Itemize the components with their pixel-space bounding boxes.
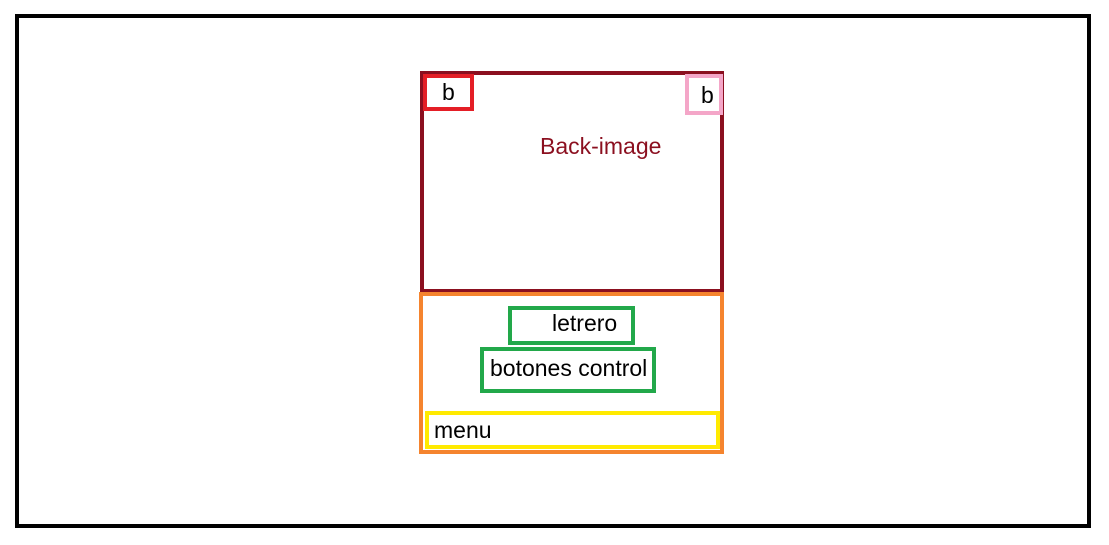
back-image-box xyxy=(420,71,724,293)
right-button-box xyxy=(685,74,723,115)
back-image-label: Back-image xyxy=(540,133,662,159)
botones-control-label: botones control xyxy=(490,355,648,381)
menu-box xyxy=(425,411,720,449)
botones-control-box xyxy=(480,347,656,393)
letrero-label: letrero xyxy=(552,310,618,336)
bottom-panel-box xyxy=(419,292,724,454)
right-button-label: b xyxy=(701,82,714,108)
menu-label: menu xyxy=(434,417,492,443)
outer-frame xyxy=(15,14,1091,528)
letrero-box xyxy=(508,306,635,345)
left-button-box xyxy=(423,74,474,111)
left-button-label: b xyxy=(442,79,455,105)
